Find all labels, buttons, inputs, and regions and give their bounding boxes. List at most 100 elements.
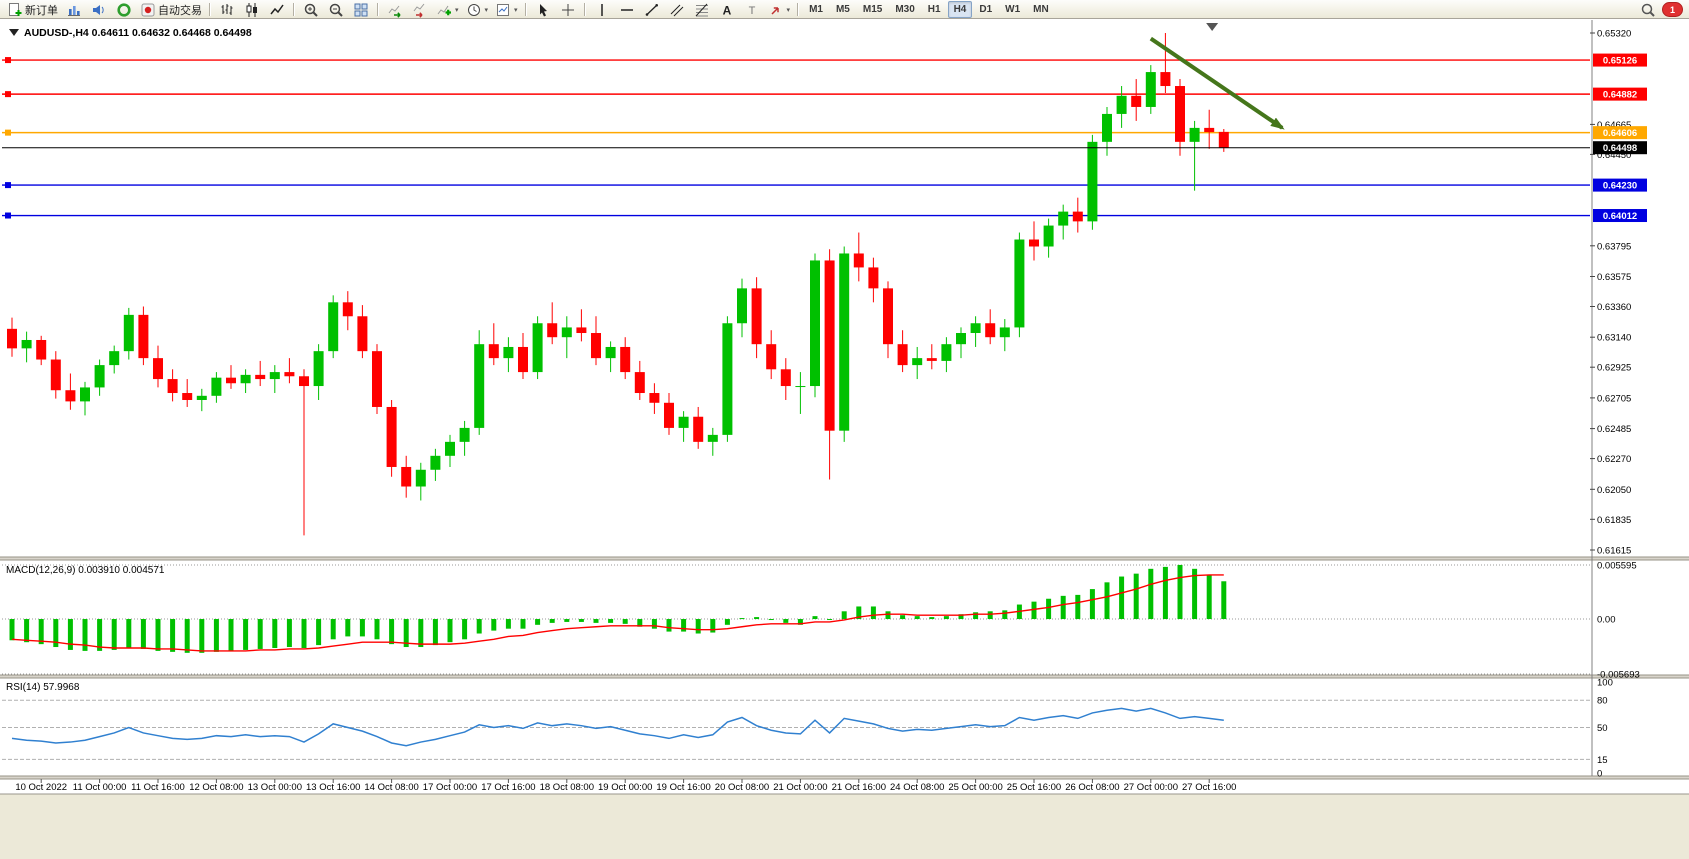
candle[interactable]: [956, 327, 966, 359]
timeframe-w1-button[interactable]: W1: [1005, 4, 1021, 15]
candle[interactable]: [547, 302, 558, 345]
candle[interactable]: [1145, 65, 1156, 114]
candle[interactable]: [999, 319, 1010, 352]
vertical-line-button[interactable]: [590, 1, 614, 19]
cursor-button[interactable]: [531, 1, 555, 19]
candle[interactable]: [342, 291, 353, 331]
candle[interactable]: [109, 345, 120, 374]
candle[interactable]: [211, 372, 222, 403]
candle[interactable]: [751, 277, 762, 359]
candle[interactable]: [1175, 79, 1185, 156]
candle[interactable]: [620, 337, 631, 380]
candle[interactable]: [897, 330, 908, 373]
candle[interactable]: [372, 344, 382, 414]
candle[interactable]: [1131, 79, 1142, 121]
timeframe-m1-button[interactable]: M1: [809, 4, 823, 15]
macd-panel[interactable]: 0.005595 0.00 -0.005693 MACD(12,26,9) 0.003…: [2, 561, 1640, 681]
candle[interactable]: [1160, 33, 1171, 94]
candle[interactable]: [240, 369, 251, 394]
candle[interactable]: [707, 427, 718, 456]
price-line-0.64606[interactable]: [2, 129, 1590, 136]
panel-separator[interactable]: [0, 556, 1689, 561]
candle[interactable]: [883, 281, 893, 359]
candle[interactable]: [912, 346, 923, 380]
candle[interactable]: [839, 246, 850, 442]
candle[interactable]: [985, 309, 996, 345]
candle[interactable]: [36, 335, 47, 366]
chart-shift-marker[interactable]: [1206, 23, 1219, 31]
candle[interactable]: [518, 333, 528, 380]
panel-separator[interactable]: [0, 674, 1689, 679]
candle[interactable]: [255, 360, 266, 387]
candle[interactable]: [21, 331, 32, 363]
chart-shift-button[interactable]: [408, 1, 432, 19]
price-line-0.65126[interactable]: [2, 57, 1590, 64]
candle[interactable]: [488, 323, 499, 366]
notification-badge[interactable]: 1: [1662, 2, 1683, 17]
candle[interactable]: [824, 249, 835, 480]
candle[interactable]: [766, 330, 777, 380]
timeframe-h1-button[interactable]: H1: [927, 4, 941, 15]
candle[interactable]: [182, 379, 193, 407]
timeframe-m5-button[interactable]: M5: [835, 4, 850, 15]
tile-windows-button[interactable]: [349, 1, 373, 19]
candle[interactable]: [1189, 120, 1200, 191]
candle[interactable]: [1029, 221, 1039, 261]
candle[interactable]: [576, 309, 587, 342]
candle[interactable]: [386, 399, 397, 477]
candle[interactable]: [474, 330, 485, 435]
candle[interactable]: [196, 388, 207, 412]
candle[interactable]: [664, 393, 674, 435]
price-line-0.64882[interactable]: [2, 91, 1590, 98]
candle[interactable]: [445, 434, 455, 467]
candle[interactable]: [430, 448, 441, 481]
candle[interactable]: [401, 455, 412, 498]
candle[interactable]: [153, 345, 163, 388]
candle[interactable]: [693, 406, 704, 449]
candle[interactable]: [591, 316, 601, 366]
candle[interactable]: [634, 360, 645, 400]
zoom-out-button[interactable]: [324, 1, 348, 19]
candle[interactable]: [357, 305, 368, 359]
timeframe-d1-button[interactable]: D1: [979, 4, 993, 15]
crosshair-button[interactable]: [556, 1, 580, 19]
candle[interactable]: [1043, 218, 1054, 258]
new-order-button[interactable]: 新订单: [4, 1, 61, 19]
candle[interactable]: [1058, 204, 1069, 240]
price-line-0.64230[interactable]: [2, 182, 1590, 189]
candle[interactable]: [795, 372, 806, 414]
text-label-button[interactable]: T: [740, 1, 764, 19]
candle[interactable]: [80, 381, 90, 416]
candle[interactable]: [722, 316, 733, 442]
candle[interactable]: [50, 351, 61, 399]
candle[interactable]: [853, 232, 864, 282]
candle[interactable]: [1072, 197, 1083, 233]
timeframe-m30-button[interactable]: M30: [895, 4, 915, 15]
timeframe-m15-button[interactable]: M15: [862, 4, 883, 15]
text-button[interactable]: A: [715, 1, 739, 19]
horizontal-line-button[interactable]: [615, 1, 639, 19]
candle[interactable]: [299, 369, 309, 536]
candlestick-button[interactable]: [240, 1, 264, 19]
candle[interactable]: [123, 307, 134, 360]
candle[interactable]: [561, 316, 572, 359]
trend-arrow-annotation[interactable]: [1149, 36, 1285, 130]
indicators-button[interactable]: ▾: [433, 1, 462, 19]
candle[interactable]: [941, 337, 952, 373]
search-icon[interactable]: [1640, 2, 1656, 18]
candle[interactable]: [1087, 134, 1098, 230]
chart-canvas[interactable]: AUDUSD-,H4 0.64611 0.64632 0.64468 0.644…: [0, 19, 1689, 859]
fibonacci-button[interactable]: [690, 1, 714, 19]
bar-chart-button[interactable]: [215, 1, 239, 19]
candle[interactable]: [649, 383, 660, 414]
candle[interactable]: [328, 295, 339, 359]
line-chart-button[interactable]: [265, 1, 289, 19]
trendline-button[interactable]: [640, 1, 664, 19]
templates-button[interactable]: ▾: [492, 1, 521, 19]
candle[interactable]: [970, 316, 981, 347]
timeframe-mn-button[interactable]: MN: [1033, 4, 1049, 15]
candle[interactable]: [226, 365, 236, 389]
one-click-trading-expander[interactable]: [9, 29, 19, 36]
alerts-button[interactable]: [87, 1, 111, 19]
charts-profile-button[interactable]: [62, 1, 86, 19]
